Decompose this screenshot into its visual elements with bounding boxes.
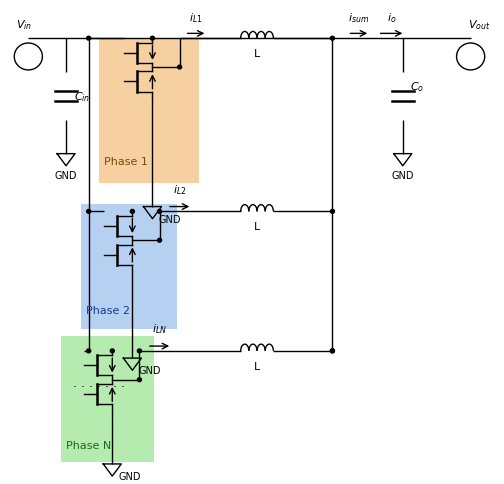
- Circle shape: [331, 210, 335, 214]
- Circle shape: [331, 37, 335, 41]
- Text: Phase 2: Phase 2: [86, 305, 130, 315]
- Bar: [99, 39, 199, 183]
- Circle shape: [151, 37, 155, 41]
- Text: GND: GND: [139, 365, 161, 376]
- Text: L: L: [254, 222, 260, 231]
- Circle shape: [177, 66, 181, 70]
- Text: GND: GND: [392, 171, 414, 181]
- Text: L: L: [254, 49, 260, 59]
- Text: $i_{LN}$: $i_{LN}$: [152, 322, 167, 336]
- Text: $V_{out}$: $V_{out}$: [468, 18, 491, 32]
- Text: $V_{in}$: $V_{in}$: [16, 18, 32, 32]
- Text: $i_{L2}$: $i_{L2}$: [173, 183, 186, 197]
- Circle shape: [110, 349, 114, 353]
- Text: $C_{in}$: $C_{in}$: [74, 90, 90, 104]
- Text: GND: GND: [118, 471, 141, 481]
- Circle shape: [87, 210, 91, 214]
- Bar: [61, 337, 154, 462]
- Text: GND: GND: [159, 214, 181, 224]
- Text: GND: GND: [55, 171, 77, 181]
- Bar: [81, 205, 176, 330]
- Text: $i_{L1}$: $i_{L1}$: [189, 11, 203, 25]
- Circle shape: [158, 210, 161, 214]
- Text: $i_o$: $i_o$: [387, 11, 396, 25]
- Circle shape: [138, 349, 142, 353]
- Circle shape: [138, 378, 142, 382]
- Circle shape: [158, 239, 161, 242]
- Circle shape: [331, 349, 335, 353]
- Circle shape: [87, 349, 91, 353]
- Circle shape: [131, 210, 135, 214]
- Circle shape: [87, 37, 91, 41]
- Text: $i_{sum}$: $i_{sum}$: [348, 11, 369, 25]
- Text: . . . . . . .: . . . . . . .: [73, 376, 124, 389]
- Text: L: L: [254, 361, 260, 371]
- Text: Phase N: Phase N: [66, 439, 111, 450]
- Text: $C_o$: $C_o$: [410, 80, 424, 94]
- Text: Phase 1: Phase 1: [104, 156, 148, 166]
- Circle shape: [331, 349, 335, 353]
